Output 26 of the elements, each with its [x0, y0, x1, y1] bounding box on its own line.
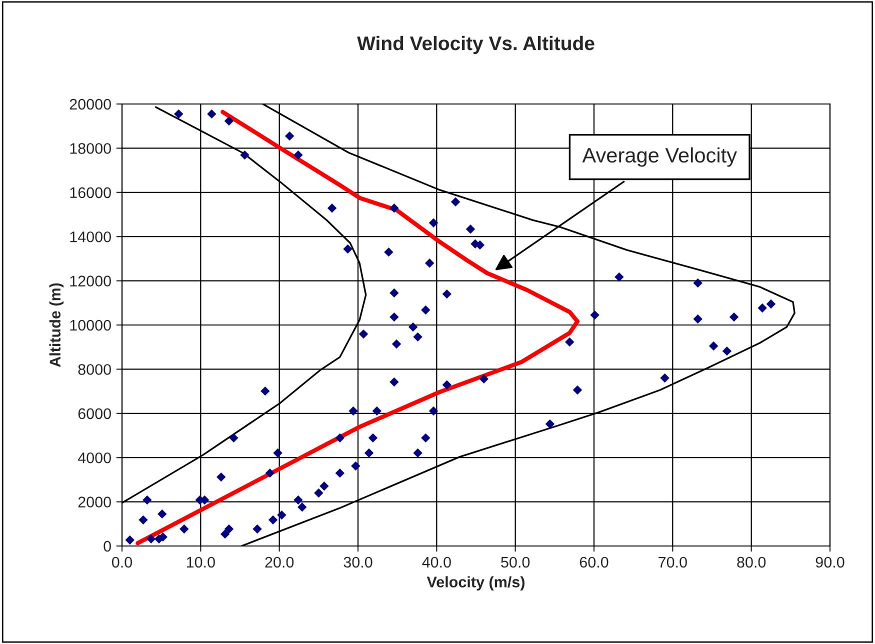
x-tick-label: 80.0 [737, 556, 766, 568]
y-tick-label: 6000 [78, 408, 111, 420]
x-tick-label: 20.0 [265, 556, 294, 568]
y-tick-label: 16000 [70, 187, 111, 198]
y-tick-label: 8000 [78, 364, 111, 375]
y-tick-label: 0 [104, 540, 111, 552]
x-tick-label: 40.0 [422, 556, 451, 568]
x-tick-label: 10.0 [186, 556, 215, 568]
y-tick-label: 12000 [70, 276, 111, 286]
y-tick-label: 20000 [70, 98, 111, 110]
y-tick-label: 10000 [70, 320, 111, 331]
y-axis-title: Altitude (m) [49, 283, 64, 368]
line-series [136, 110, 580, 546]
x-tick-label: 90.0 [816, 556, 844, 568]
y-tick-label: 18000 [70, 143, 111, 154]
x-tick-label: 50.0 [501, 556, 530, 568]
y-tick-label: 14000 [70, 231, 111, 242]
x-axis-title: Velocity (m/s) [426, 576, 524, 590]
y-tick-label: 4000 [78, 452, 111, 464]
chart-title: Wind Velocity Vs. Altitude [357, 36, 594, 54]
x-tick-label: 60.0 [580, 556, 608, 568]
x-tick-label: 70.0 [658, 556, 687, 568]
x-tick-label: 30.0 [344, 556, 372, 568]
y-tick-label: 2000 [78, 496, 111, 508]
annotation: Average Velocity [582, 147, 737, 167]
x-tick-label: 0.0 [112, 556, 132, 568]
